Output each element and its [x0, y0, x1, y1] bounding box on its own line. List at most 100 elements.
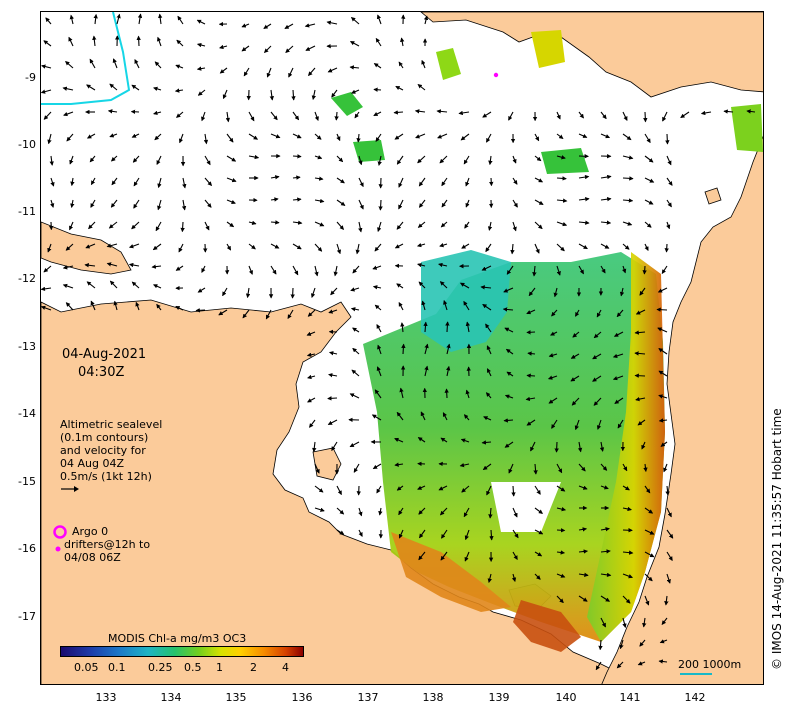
velocity-arrow: [463, 507, 470, 518]
velocity-arrow: [644, 243, 649, 252]
velocity-arrow: [219, 44, 228, 50]
velocity-arrow: [204, 177, 212, 187]
velocity-arrow: [328, 309, 338, 314]
velocity-arrow: [658, 659, 668, 664]
velocity-arrow: [600, 485, 609, 490]
velocity-arrow: [92, 35, 97, 47]
velocity-arrow: [526, 373, 536, 378]
velocity-arrow: [336, 485, 342, 496]
altimetry-line: (0.1m contours): [60, 431, 149, 444]
velocity-arrow: [86, 281, 96, 289]
velocity-arrow: [634, 330, 646, 335]
colorbar-tick: 0.25: [148, 661, 173, 674]
velocity-arrow: [622, 111, 628, 121]
velocity-arrow: [265, 309, 272, 320]
velocity-arrow: [65, 243, 74, 251]
velocity-arrow: [578, 243, 588, 250]
velocity-arrow: [570, 375, 580, 382]
velocity-arrow: [622, 265, 627, 274]
velocity-arrow: [644, 177, 655, 183]
velocity-arrow: [226, 199, 236, 204]
velocity-arrow: [153, 110, 162, 116]
velocity-arrow: [314, 221, 325, 227]
velocity-arrow: [617, 419, 624, 429]
velocity-arrow: [746, 109, 756, 114]
velocity-arrow: [600, 572, 612, 578]
colorbar-tick: 1: [216, 661, 223, 674]
velocity-arrow: [619, 639, 624, 650]
velocity-arrow: [488, 507, 493, 519]
velocity-arrow: [396, 283, 404, 289]
velocity-arrow: [664, 595, 669, 606]
velocity-arrow: [534, 551, 543, 557]
velocity-arrow: [90, 199, 96, 208]
velocity-arrow: [465, 321, 471, 333]
velocity-arrow: [481, 265, 492, 271]
velocity-arrow: [659, 639, 668, 644]
velocity-arrow: [551, 419, 558, 429]
velocity-arrow: [135, 301, 140, 311]
velocity-arrow: [600, 133, 611, 139]
velocity-arrow: [50, 177, 55, 187]
velocity-arrow: [483, 416, 492, 421]
velocity-arrow: [463, 300, 470, 311]
velocity-arrow: [551, 309, 558, 317]
velocity-arrow: [600, 463, 608, 471]
velocity-arrow: [263, 23, 272, 29]
map-canvas[interactable]: [41, 12, 764, 685]
lon-tick-label: 139: [488, 691, 510, 704]
velocity-arrow: [418, 177, 426, 187]
velocity-arrow: [371, 414, 382, 421]
velocity-arrow: [439, 243, 448, 248]
velocity-arrow: [644, 221, 652, 228]
velocity-arrow: [548, 397, 558, 404]
velocity-arrow: [291, 89, 296, 101]
velocity-arrow: [461, 485, 470, 493]
velocity-arrow: [376, 324, 382, 333]
velocity-arrow: [644, 529, 655, 535]
velocity-arrow: [578, 485, 588, 490]
velocity-arrow: [574, 419, 580, 431]
velocity-arrow: [355, 243, 360, 255]
velocity-arrow: [158, 13, 163, 25]
velocity-arrow: [395, 85, 404, 91]
lon-tick-label: 135: [225, 691, 247, 704]
velocity-arrow: [314, 507, 325, 512]
velocity-arrow: [489, 529, 494, 541]
velocity-arrow: [356, 133, 361, 143]
velocity-arrow: [418, 281, 426, 289]
velocity-arrow: [177, 15, 184, 25]
velocity-arrow: [423, 15, 429, 25]
velocity-arrow: [534, 485, 541, 495]
velocity-arrow: [486, 485, 492, 496]
velocity-arrow: [354, 111, 360, 119]
velocity-arrow: [600, 617, 606, 628]
velocity-arrow: [351, 369, 360, 377]
velocity-arrow: [157, 177, 162, 189]
velocity-arrow: [578, 463, 586, 472]
velocity-arrows: [41, 13, 756, 671]
velocity-arrow: [197, 287, 206, 293]
lat-tick-label: -16: [18, 542, 36, 555]
velocity-arrow: [93, 13, 98, 25]
velocity-arrow: [644, 199, 654, 205]
velocity-arrow: [487, 221, 493, 231]
velocity-arrow: [463, 414, 470, 421]
altimetry-line: Altimetric sealevel: [60, 418, 163, 431]
velocity-arrow: [465, 389, 470, 399]
velocity-arrow: [218, 309, 228, 316]
velocity-arrow: [556, 463, 563, 474]
velocity-arrow: [175, 265, 184, 271]
map-frame[interactable]: [40, 11, 764, 685]
velocity-arrow: [548, 353, 558, 358]
time-label: 04:30Z: [78, 365, 125, 380]
velocity-arrow: [292, 111, 300, 121]
velocity-arrow: [437, 133, 448, 139]
velocity-arrow: [458, 110, 470, 116]
velocity-arrow: [600, 220, 612, 225]
velocity-arrow: [196, 42, 206, 48]
velocity-arrow: [421, 300, 426, 311]
velocity-arrow: [417, 84, 426, 91]
velocity-arrow: [398, 177, 404, 188]
velocity-arrow: [376, 366, 382, 377]
